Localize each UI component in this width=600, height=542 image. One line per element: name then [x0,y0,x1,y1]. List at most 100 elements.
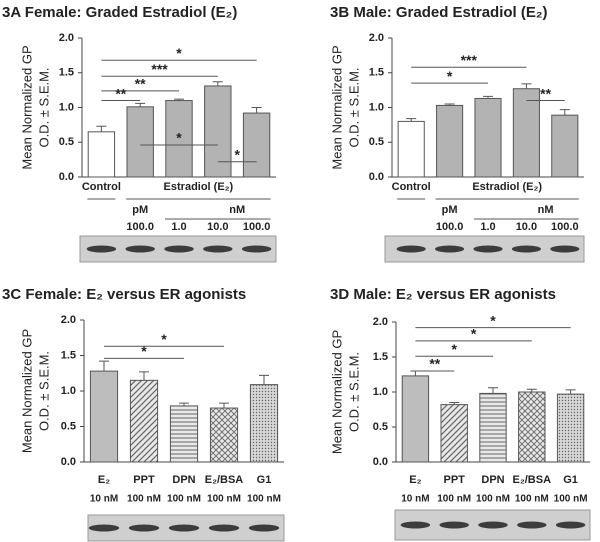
error-bar [559,109,570,116]
dose-label: 100 nM [476,494,510,505]
x-tick-label: 100.0 [551,221,579,233]
panel-title: 3A Female: Graded Estradiol (E₂) [2,4,237,21]
y-tick-label: 0.5 [59,136,74,148]
significance-label: * [161,331,167,347]
bar [518,391,546,463]
bar [89,370,119,463]
error-bar [565,389,576,395]
x-tick-label: Control [82,181,121,193]
bar [440,404,468,463]
significance-label: *** [151,61,168,77]
x-tick-label: DPN [172,474,195,486]
bar [242,112,271,178]
blot-band [511,245,541,253]
x-tick-label: 100.0 [243,221,271,233]
error-bar [449,402,460,405]
blot-band [473,245,503,253]
y-tick-label: 1.0 [61,385,76,397]
error-bar [251,107,262,114]
x-tick-label: 1.0 [480,221,495,233]
y-axis-label: Mean Normalized GP [19,329,34,453]
y-tick-label: 0.0 [369,171,384,183]
x-tick-label: E₂/BSA [205,474,244,486]
panel: 3D Male: E₂ versus ER agonists Mean Norma… [329,286,591,541]
error-bar [488,387,498,394]
x-tick-label: 100.0 [436,221,464,233]
y-axis-label: O.D. ± S.E.M. [36,67,51,147]
blot-band [88,524,120,532]
x-tick-label: 1.0 [171,221,186,233]
y-axis-label: Mean Normalized GP [19,45,34,169]
blot-band [248,524,280,532]
error-bar [483,95,493,99]
error-bar [174,98,184,101]
unit-label: nM [538,204,554,216]
error-bar [219,402,229,409]
error-bar [99,360,109,372]
dose-label: 100 nM [515,494,549,505]
blot-band [555,521,586,529]
bar [401,375,430,463]
significance-label: * [141,343,147,359]
y-tick-label: 0.5 [369,136,384,148]
x-tick-label: 10.0 [516,221,537,233]
error-bar [259,374,269,385]
error-bar [135,102,146,107]
blot-band [128,524,160,532]
x-tick-label: DPN [481,474,504,486]
blot-band [125,245,155,253]
y-tick-label: 2.0 [61,314,76,326]
error-bar [410,370,421,376]
y-tick-label: 0.0 [373,456,388,468]
x-tick-label: E₂/BSA [513,474,552,486]
blot-band [168,524,200,532]
blot-band [439,521,469,529]
significance-label: * [234,146,240,162]
blot-band [400,521,431,529]
bar [169,405,199,463]
significance-label: * [176,130,182,146]
bar [87,131,116,178]
error-bar [212,81,223,86]
bar [556,393,585,463]
significance-label: * [451,341,457,357]
y-tick-label: 1.0 [373,386,388,398]
panel-title: 3D Male: E₂ versus ER agonists [330,286,556,303]
x-tick-label: G1 [563,474,578,486]
dose-label: 100 nM [207,494,241,505]
blot-band [203,245,233,253]
error-bar [406,118,417,122]
panel: 3B Male: Graded Estradiol (E₂) Mean Norma… [329,4,585,263]
panel-title: 3B Male: Graded Estradiol (E₂) [330,4,548,21]
blot-band [241,245,272,253]
dose-label: 100 nM [247,494,281,505]
x-tick-label: E₂ [98,474,110,486]
panel: 3A Female: Graded Estradiol (E₂) Mean Nor… [2,4,277,263]
y-axis-label: Mean Normalized GP [329,45,344,169]
significance-label: ** [540,85,551,101]
blot-band [86,245,117,253]
bar [397,120,425,178]
y-tick-label: 2.0 [59,32,74,44]
blot-band [208,524,240,532]
y-tick-label: 0.5 [61,420,76,432]
y-tick-label: 1.5 [61,349,76,361]
significance-label: * [471,326,477,342]
significance-label: * [447,68,453,84]
y-axis-label: O.D. ± S.E.M. [36,351,51,431]
blot-band [435,245,465,253]
blot-band [164,245,194,253]
dose-label: 100 nM [437,494,471,505]
panel: 3C Female: E₂ versus ER agonists Mean Nor… [2,286,285,542]
x-tick-label: 10.0 [207,221,228,233]
x-tick-label: Control [392,181,431,193]
error-bar [444,103,455,106]
y-axis-label: O.D. ± S.E.M. [346,352,361,432]
y-tick-label: 0.5 [373,421,388,433]
y-tick-label: 1.5 [59,67,74,79]
panel-title: 3C Female: E₂ versus ER agonists [2,286,246,303]
bar [249,384,279,463]
bar [512,88,540,178]
dose-label: 100 nM [127,494,161,505]
y-tick-label: 1.0 [59,101,74,113]
